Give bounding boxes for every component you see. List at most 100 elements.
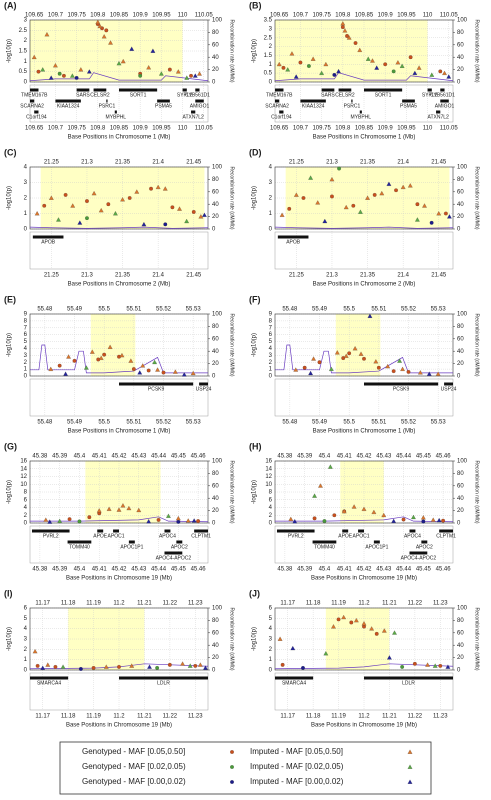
x-tick-label-top: 109.7 [293,13,309,19]
y-tick-label: 1 [269,62,273,68]
y-tick-label: 8 [24,318,28,324]
y2-tick-label: 60 [457,483,464,489]
snp-point [394,188,398,193]
snp-point [161,370,166,375]
x-tick-label-top: 45.41 [92,454,108,460]
gene [277,235,309,239]
y-tick-label: 0 [24,80,28,86]
snp-point [312,493,317,498]
snp-point [104,28,109,33]
x-tick-label: 21.25 [289,273,305,279]
y-tick-label: 10 [265,482,272,488]
y-tick-label: 10 [20,482,27,488]
x-tick-label-top: 45.43 [131,454,147,460]
y2-tick-label: 20 [212,67,219,73]
snp-point [32,648,38,654]
plot-frame [29,607,209,671]
snp-point [391,69,396,74]
y-tick-label: 0 [24,521,28,527]
y-tick-label: 2 [24,38,28,44]
snp-point [43,517,49,522]
y-tick-label: 3 [24,637,28,643]
y2-tick-label: 20 [212,361,219,367]
snp-point [181,372,187,377]
y-tick-label: 4 [269,165,273,171]
gene-frame [29,84,209,123]
snp-point [175,515,181,521]
x-tick-label-top: 109.75 [67,13,86,19]
y-tick-label: 2 [24,513,28,519]
y2-tick-label: 0 [212,227,216,233]
snp-point [318,483,323,488]
x-tick-label: 45.38 [277,567,293,573]
legend-label: Genotyped - MAF [0.02,0.05) [82,762,186,771]
x-tick-label-top: 110.05 [195,13,214,19]
x-tick-label-top: 21.3 [326,160,338,166]
x-tick-label: 21.4 [152,273,164,279]
highlight-region [90,314,136,376]
x-tick-label: 109.8 [90,126,106,132]
x-axis-label: Base Positions in Chromosome 1 (Mb) [313,135,416,141]
x-tick-label: 11.18 [61,714,76,720]
snp-point [107,344,113,349]
snp-point [70,73,75,78]
highlight-region [335,314,381,376]
snp-point [281,65,286,70]
plot-frame [274,313,454,377]
snp-point [399,63,405,68]
gene-label: APOC1 [108,533,125,539]
snp-point [412,70,418,76]
snp-point [332,73,337,77]
gene [67,540,92,544]
x-tick-label-top: 55.5 [98,307,110,313]
x-tick-label-top: 45.38 [32,454,48,460]
snp-point [301,666,305,670]
x-tick-label: 55.52 [156,420,172,426]
x-axis-label: Base Positions in Chromosome 1 (Mb) [313,429,416,435]
gene [338,88,352,92]
y-tick-label: 8 [269,318,273,324]
snp-point [120,58,126,64]
gene-frame [274,525,454,564]
snp-point [198,214,204,219]
x-tick-label: 11.19 [331,714,346,720]
snp-point [42,203,47,208]
snp-point [120,197,125,202]
gene-frame [274,378,454,417]
panel-label: (A) [4,0,17,10]
legend-marker [407,779,413,784]
snp-point [166,513,171,518]
x-tick-label-top: 109.9 [378,13,394,19]
snp-point [155,666,160,670]
gene [276,529,315,533]
x-tick-label-top: 45.42 [356,454,372,460]
y2-tick-label: 100 [212,312,223,318]
gene [312,540,337,544]
x-tick-label: 55.48 [37,420,53,426]
x-tick-label: 109.85 [355,126,374,132]
y2-tick-label: 20 [212,214,219,220]
y-tick-label: 9 [269,312,273,318]
gene [279,110,284,114]
recombination-line [29,226,209,229]
snp-point [117,665,121,669]
x-axis-label: Base Positions in Chromosome 1 (Mb) [68,429,171,435]
snp-point [426,371,432,376]
snp-point [77,220,83,225]
gene-label: SORT1 [130,92,147,98]
y-tick-label: 4 [269,505,273,511]
snp-point [445,664,451,669]
gene-label: APOB [286,239,301,245]
gene-label: AMIGO1 [435,103,455,109]
recombination-line [275,516,454,523]
recombination-line [274,226,454,229]
y-tick-label: 6 [269,606,273,612]
snp-point [91,666,96,670]
y-axis-label: -log10(p) [252,186,258,210]
y2-tick-label: 100 [457,606,468,612]
y2-tick-label: 60 [457,630,464,636]
snp-point [315,200,321,205]
snp-point [436,211,442,216]
gene-label: APOC2 [171,544,188,550]
snp-point [298,60,303,65]
